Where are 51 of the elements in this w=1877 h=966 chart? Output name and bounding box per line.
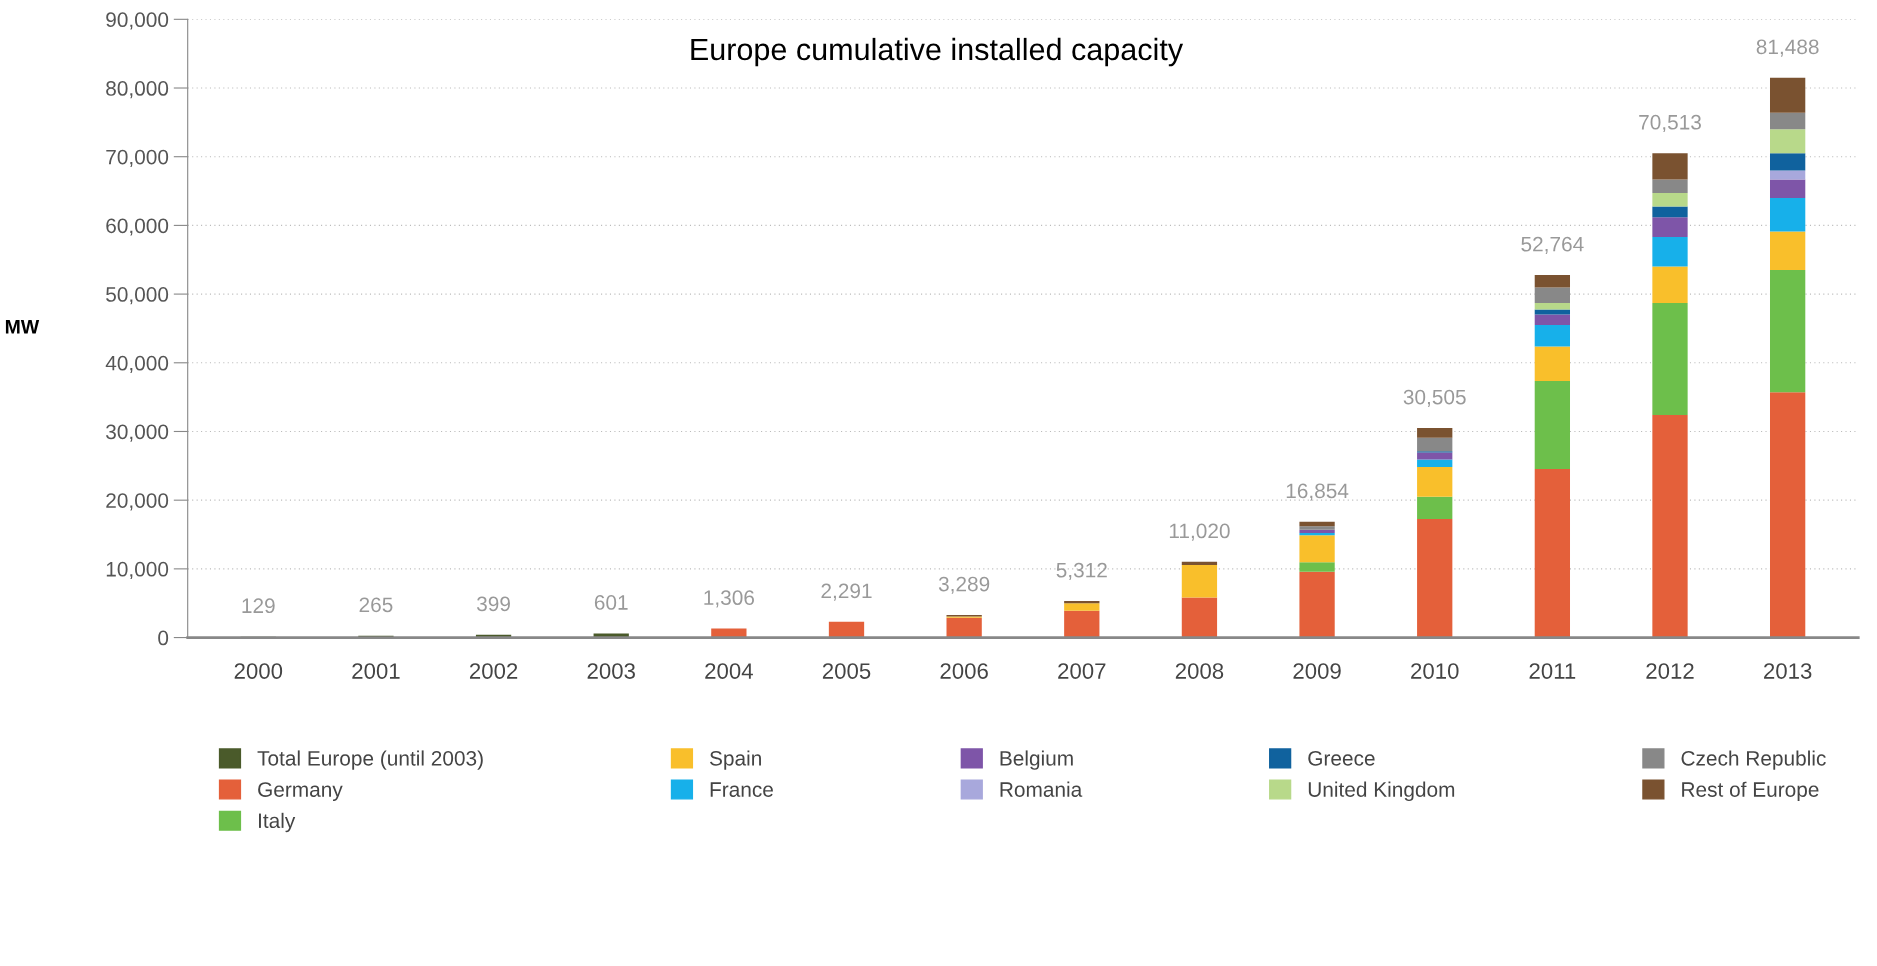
total-label: 52,764: [1521, 236, 1584, 255]
legend-label: United Kingdom: [1308, 781, 1455, 802]
legend-label: Czech Republic: [1681, 750, 1826, 770]
y-tick-label: 60,000: [106, 218, 169, 236]
x-tick-label: 2001: [352, 663, 400, 679]
y-tick-label: 10,000: [106, 561, 169, 580]
text: Europe cumulative installed capacity: [691, 37, 1184, 67]
y-tick-label: 90,000: [106, 12, 169, 30]
legend-label: France: [710, 782, 773, 797]
total-label: 11,020: [1169, 523, 1230, 541]
legend-label: Total Europe (until 2003): [257, 750, 483, 770]
y-tick-label: 50,000: [106, 287, 169, 305]
y-tick-label: 70,000: [106, 149, 169, 167]
total-label: 129: [242, 598, 275, 614]
legend-label: Germany: [258, 782, 343, 802]
x-tick-label: 2013: [1764, 663, 1812, 679]
x-tick-label: 2004: [705, 663, 753, 679]
x-tick-label: 2009: [1293, 663, 1341, 679]
total-label: 5,312: [1056, 562, 1107, 580]
legend-label: Belgium: [1000, 750, 1073, 770]
total-label: 2,291: [821, 583, 872, 601]
total-label: 3,289: [938, 576, 990, 594]
y-tick-label: 20,000: [106, 493, 169, 511]
y-tick-label: 80,000: [106, 81, 169, 99]
legend-label: Italy: [258, 812, 296, 833]
legend-label: Spain: [709, 750, 761, 770]
total-label: 1,306: [704, 590, 755, 608]
legend-label: Greece: [1308, 750, 1375, 766]
x-tick-label: 2003: [587, 663, 635, 679]
x-tick-label: 2012: [1646, 663, 1694, 679]
y-tick-label: 40,000: [105, 355, 169, 373]
y-tick-label: 0: [158, 630, 169, 646]
x-tick-label: 2000: [234, 663, 283, 679]
total-label: 16,854: [1286, 483, 1349, 501]
y-tick-label: 30,000: [106, 424, 169, 442]
total-label: 81,488: [1756, 39, 1819, 57]
legend-label: Romania: [1000, 781, 1083, 797]
total-label: 30,505: [1403, 389, 1466, 407]
x-tick-label: 2005: [822, 663, 871, 679]
total-label: 399: [476, 596, 510, 612]
x-tick-label: 2011: [1529, 663, 1576, 679]
total-label: 601: [594, 595, 628, 610]
total-label: 265: [359, 597, 393, 613]
x-tick-label: 2006: [940, 663, 988, 679]
legend-label: Rest of Europe: [1682, 781, 1819, 802]
y-axis-title: MW: [5, 320, 40, 334]
x-tick-label: 2010: [1411, 663, 1459, 679]
x-tick-label: 2008: [1175, 663, 1224, 679]
x-tick-label: 2007: [1058, 663, 1106, 679]
total-label: 70,513: [1639, 114, 1701, 133]
x-tick-label: 2002: [469, 663, 518, 679]
